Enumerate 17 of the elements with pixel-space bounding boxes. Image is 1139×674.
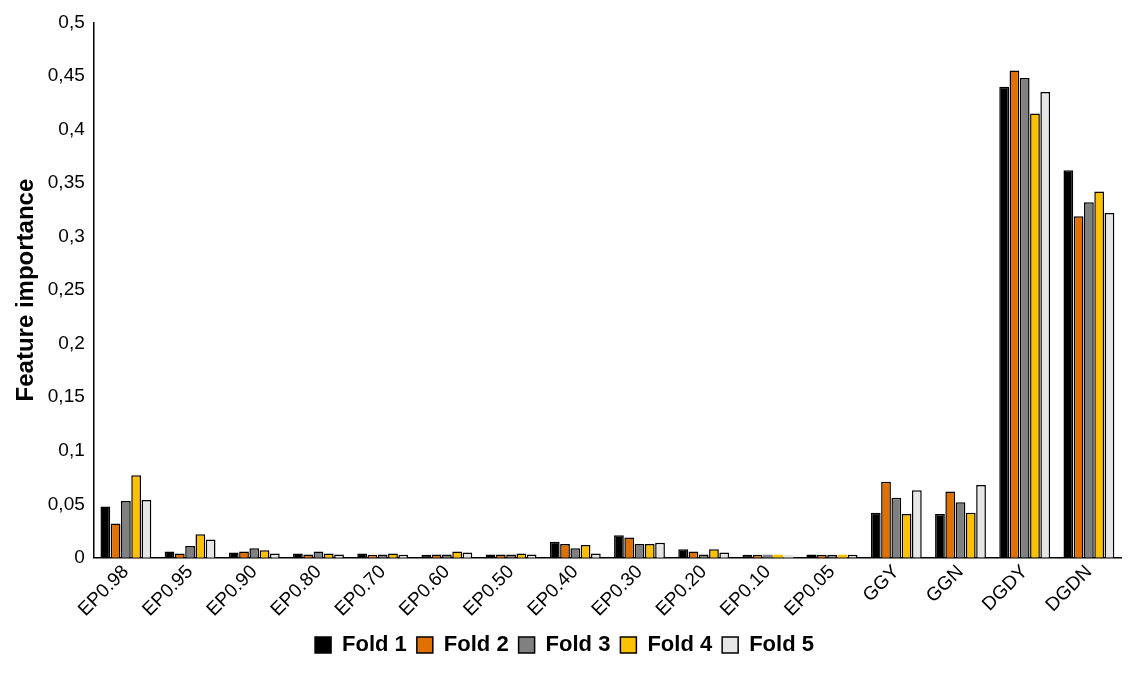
legend-label: Fold 4 [647,631,713,657]
legend-label: Fold 2 [443,631,509,657]
y-axis-title: Feature importance [11,178,39,402]
y-tick-label: 0,15 [47,385,85,407]
y-tick-label: 0,25 [47,278,85,300]
y-tick-label: 0,5 [58,10,85,32]
y-tick-label: 0,4 [58,117,86,139]
y-tick-label: 0 [74,546,85,568]
y-tick-label: 0,05 [47,492,85,514]
y-tick-label: 0,1 [58,438,85,460]
y-tick-label: 0,2 [58,331,85,353]
y-tick-label: 0,45 [47,64,85,86]
legend-label: Fold 5 [749,631,814,657]
legend-label: Fold 3 [545,631,611,657]
legend-label: Fold 1 [342,631,407,657]
y-tick-label: 0,3 [58,224,85,246]
y-tick-label: 0,35 [47,171,85,193]
